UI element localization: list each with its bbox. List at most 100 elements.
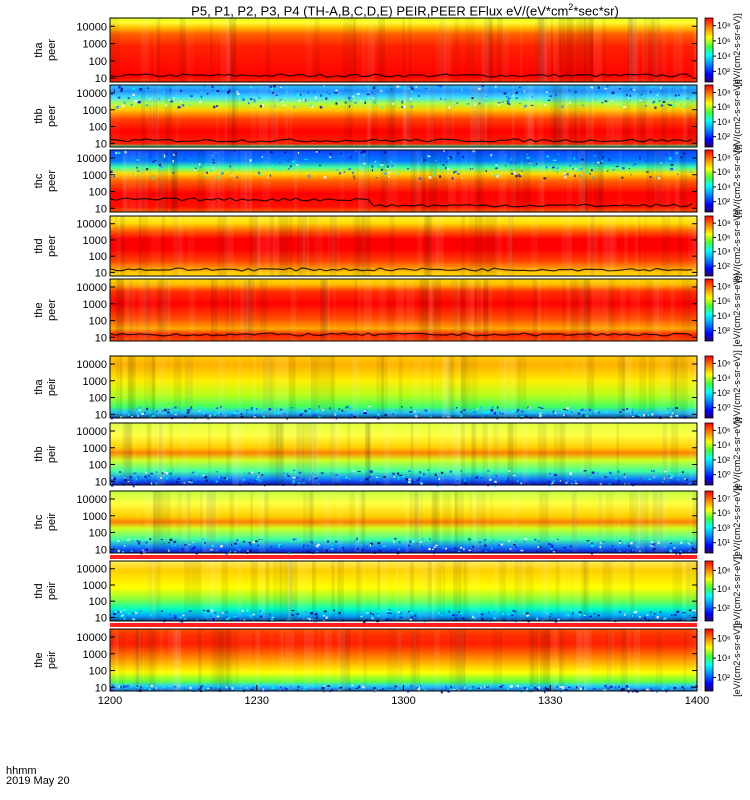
- colorbar-tick-label: 10²: [717, 197, 730, 207]
- y-tick-label: 1000: [83, 376, 107, 388]
- panel-probe-label: tha: [33, 378, 45, 394]
- panel-product-label: peer: [46, 299, 58, 321]
- colorbar-tick-label: 10²: [717, 455, 730, 465]
- colorbar: [704, 84, 714, 148]
- x-tick-label: 1400: [685, 695, 709, 707]
- panel-probe-label: thd: [33, 238, 45, 253]
- colorbar: [704, 278, 714, 342]
- colorbar-label: [eV/(cm2-s-sr-eV)]: [732, 273, 742, 347]
- panel-tha-peir: 10 100 1000 10000 tha peir 10⁰ 10² 10⁴ 10⁶ [eV/(cm…: [33, 350, 742, 424]
- panel-product-label: peir: [46, 512, 58, 531]
- colorbar-tick-label: 10⁸: [717, 281, 731, 291]
- colorbar: [704, 628, 714, 692]
- colorbar-label: [eV/(cm2-s-sr-eV)]: [732, 79, 742, 153]
- y-tick-label: 100: [89, 251, 107, 263]
- colorbar: [704, 560, 714, 622]
- y-tick-label: 10: [95, 73, 107, 85]
- panel-product-label: peer: [46, 39, 58, 61]
- y-tick-label: 10000: [76, 282, 107, 294]
- panel-tha-peer: 10 100 1000 10000 tha peer 10² 10⁴ 10⁶ 10⁸ [eV/(cm…: [33, 13, 742, 87]
- colorbar-tick-label: 10⁸: [717, 218, 731, 228]
- colorbar-tick-label: 10⁶: [717, 358, 731, 368]
- y-tick-label: 100: [89, 666, 107, 678]
- separator-bar: [110, 623, 697, 627]
- panel-thb-peir: 10 100 1000 10000 thb peir 10⁰ 10² 10⁴ 10⁶ [eV/(cm…: [33, 417, 742, 491]
- panel-frame: [109, 149, 698, 213]
- colorbar-tick-label: 10⁶: [717, 36, 731, 46]
- y-tick-label: 100: [89, 596, 107, 608]
- y-tick-label: 10000: [76, 88, 107, 100]
- spectrogram-panel: [110, 629, 697, 691]
- panel-probe-label: thc: [33, 173, 45, 188]
- colorbar-tick-label: 10²: [717, 261, 730, 271]
- panel-frame: [109, 215, 698, 277]
- y-tick-label: 10: [95, 267, 107, 279]
- panel-probe-label: the: [33, 652, 45, 667]
- y-tick-label: 10: [95, 682, 107, 694]
- y-tick-label: 10: [95, 476, 107, 488]
- colorbar-tick-label: 10⁴: [717, 440, 731, 450]
- spectrogram-panel: [110, 18, 697, 82]
- y-tick-label: 10: [95, 612, 107, 624]
- y-tick-label: 10: [95, 203, 107, 215]
- spectrogram-panel: [110, 491, 697, 553]
- y-tick-label: 100: [89, 56, 107, 68]
- colorbar-tick-label: 10⁸: [717, 21, 731, 31]
- panel-frame: [109, 17, 698, 83]
- panel-product-label: peer: [46, 235, 58, 257]
- panel-probe-label: thb: [33, 108, 45, 123]
- y-tick-label: 1000: [83, 649, 107, 661]
- colorbar: [704, 422, 714, 486]
- colorbar-tick-label: 10⁸: [717, 87, 731, 97]
- y-tick-label: 100: [89, 187, 107, 199]
- panel-product-label: peer: [46, 170, 58, 192]
- colorbar-label: [eV/(cm2-s-sr-eV)]: [732, 485, 742, 559]
- panel-probe-label: thc: [33, 514, 45, 529]
- panel-product-label: peer: [46, 105, 58, 127]
- colorbar-tick-label: 10⁶: [717, 565, 731, 575]
- colorbar-tick-label: 10²: [717, 326, 730, 336]
- colorbar-label: [eV/(cm2-s-sr-eV)]: [732, 554, 742, 628]
- panel-probe-label: thd: [33, 583, 45, 598]
- panel-the-peer: 10 100 1000 10000 the peer 10² 10⁴ 10⁶ 10⁸ [eV/(cm…: [33, 273, 742, 347]
- panel-probe-label: thb: [33, 446, 45, 461]
- y-tick-label: 10000: [76, 426, 107, 438]
- y-tick-label: 10: [95, 138, 107, 150]
- colorbar-tick-label: 10⁶: [717, 232, 731, 242]
- y-tick-label: 10000: [76, 632, 107, 644]
- colorbar-label: [eV/(cm2-s-sr-eV)]: [732, 417, 742, 491]
- panel-frame: [109, 84, 698, 148]
- panel-frame: [109, 422, 698, 486]
- colorbar-tick-label: 10⁶: [717, 425, 731, 435]
- colorbar-tick-label: 10⁰: [717, 470, 731, 480]
- colorbar-tick-label: 10¹: [717, 538, 730, 548]
- x-tick-label: 1300: [391, 695, 415, 707]
- y-tick-label: 1000: [83, 170, 107, 182]
- colorbar-tick-label: 10²: [717, 66, 730, 76]
- y-tick-label: 1000: [83, 299, 107, 311]
- colorbar-tick-label: 10³: [717, 523, 730, 533]
- y-tick-label: 1000: [83, 443, 107, 455]
- colorbar-tick-label: 10⁶: [717, 167, 731, 177]
- x-tick-label: 1230: [245, 695, 269, 707]
- spectrogram-panel: [110, 279, 697, 341]
- y-tick-label: 1000: [83, 580, 107, 592]
- colorbar-label: [eV/(cm2-s-sr-eV)]: [732, 350, 742, 424]
- panel-frame: [109, 560, 698, 622]
- panel-probe-label: tha: [33, 41, 45, 57]
- y-tick-label: 10000: [76, 219, 107, 231]
- spectrogram-panel: [110, 150, 697, 212]
- colorbar-tick-label: 10⁶: [717, 102, 731, 112]
- panel-thb-peer: 10 100 1000 10000 thb peer 10² 10⁴ 10⁶ 10⁸ [eV/(cm…: [33, 79, 742, 153]
- panel-thc-peir: 10 100 1000 10000 thc peir 10¹ 10³ 10⁵ 10⁷ [eV/(cm…: [33, 485, 742, 559]
- panel-frame: [109, 355, 698, 419]
- colorbar: [704, 149, 714, 213]
- colorbar-tick-label: 10⁷: [717, 493, 730, 503]
- colorbar-tick-label: 10²: [717, 672, 730, 682]
- colorbar-label: [eV/(cm2-s-sr-eV)]: [732, 623, 742, 697]
- spectrogram-panel: [110, 423, 697, 485]
- panel-product-label: peir: [46, 377, 58, 396]
- y-tick-label: 100: [89, 528, 107, 540]
- colorbar: [704, 17, 714, 83]
